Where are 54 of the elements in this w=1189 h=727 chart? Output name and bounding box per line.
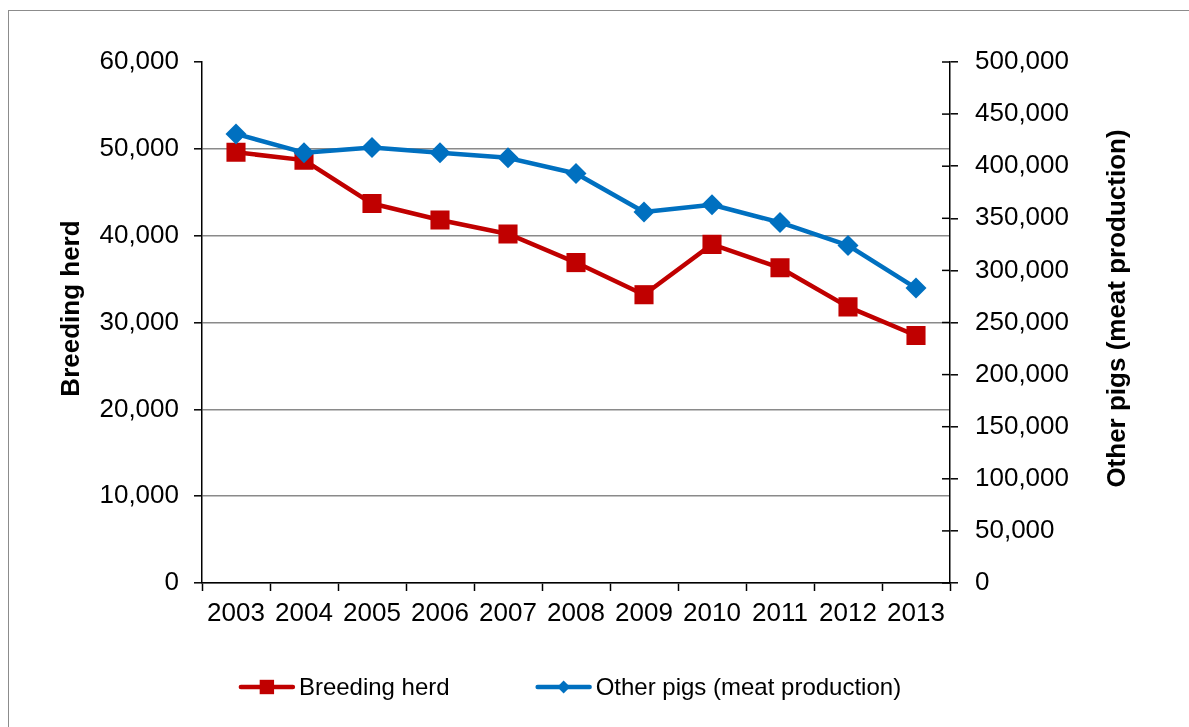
- legend-label: Other pigs (meat production): [595, 672, 902, 700]
- y-tick-label: 40,000: [99, 218, 179, 249]
- point: [770, 258, 790, 278]
- y2-tick-label: 50,000: [975, 514, 1055, 545]
- point: [906, 325, 926, 346]
- y-axis-title: Breeding herd: [55, 220, 86, 397]
- point: [634, 285, 654, 305]
- y2-tick-label: 350,000: [975, 201, 1069, 232]
- point: [361, 136, 383, 158]
- point: [701, 194, 723, 216]
- point: [702, 234, 722, 254]
- point: [905, 277, 927, 299]
- point: [565, 162, 587, 184]
- y2-tick-label: 450,000: [975, 97, 1069, 128]
- point: [498, 224, 518, 244]
- point: [497, 147, 519, 169]
- y-tick-label: 0: [164, 566, 179, 597]
- point: [293, 142, 315, 164]
- point: [226, 142, 246, 162]
- x-tick-label: 2006: [411, 596, 469, 627]
- x-tick-label: 2009: [615, 596, 673, 627]
- y2-axis-title: Other pigs (meat production): [1101, 129, 1132, 488]
- point: [225, 123, 247, 145]
- x-tick-label: 2004: [275, 596, 333, 627]
- y-tick-label: 20,000: [99, 392, 179, 423]
- y-tick-label: 50,000: [99, 132, 179, 163]
- x-tick-label: 2011: [752, 596, 808, 627]
- x-tick-label: 2012: [819, 596, 877, 627]
- y2-tick-label: 500,000: [975, 45, 1069, 76]
- point: [837, 234, 859, 256]
- y-tick-label: 60,000: [99, 45, 179, 76]
- x-tick-label: 2008: [547, 596, 605, 627]
- point: [430, 210, 450, 230]
- y2-tick-label: 250,000: [975, 305, 1069, 336]
- point: [769, 211, 791, 233]
- point: [362, 193, 382, 214]
- y2-tick-label: 400,000: [975, 149, 1069, 180]
- x-tick-label: 2007: [479, 596, 537, 627]
- legend-label: Breeding herd: [298, 672, 450, 700]
- y2-tick-label: 0: [975, 566, 990, 597]
- point: [566, 253, 586, 273]
- y2-tick-label: 300,000: [975, 253, 1069, 284]
- point: [429, 142, 451, 164]
- x-tick-label: 2005: [343, 596, 401, 627]
- y-tick-label: 10,000: [99, 479, 179, 510]
- y2-tick-label: 100,000: [975, 461, 1069, 492]
- y-tick-label: 30,000: [99, 305, 179, 336]
- point: [633, 201, 655, 223]
- x-tick-label: 2013: [887, 596, 945, 627]
- x-tick-label: 2003: [207, 596, 265, 627]
- y2-tick-label: 200,000: [975, 357, 1069, 388]
- y2-tick-label: 150,000: [975, 409, 1069, 440]
- point: [838, 297, 858, 317]
- x-tick-label: 2010: [683, 596, 741, 627]
